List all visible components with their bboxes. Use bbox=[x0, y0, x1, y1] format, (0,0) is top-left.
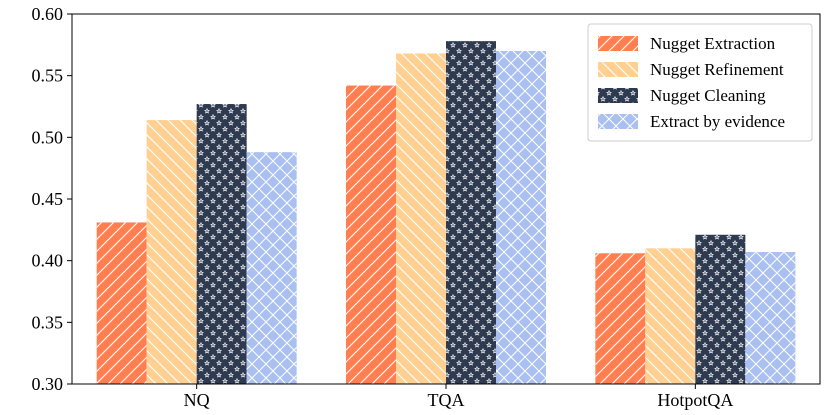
bar-nugget-cleaning-nq bbox=[196, 104, 247, 385]
legend-item-extract-by-evidence: Extract by evidence bbox=[598, 112, 785, 131]
y-tick-label: 0.60 bbox=[32, 4, 64, 24]
x-tick-label-hotpotqa: HotpotQA bbox=[657, 390, 733, 410]
bar-hatch bbox=[496, 51, 546, 384]
bar-hatch bbox=[96, 222, 147, 384]
legend-swatch-hatch bbox=[598, 36, 638, 51]
bar-extract-by-evidence-nq bbox=[246, 152, 297, 384]
bar-hatch bbox=[595, 253, 646, 384]
bar-nugget-extraction-hotpotqa bbox=[595, 253, 646, 384]
bar-hatch bbox=[695, 234, 746, 384]
bar-hatch bbox=[446, 41, 496, 385]
x-tick-label-tqa: TQA bbox=[428, 390, 465, 410]
bar-nugget-refinement-hotpotqa bbox=[645, 248, 696, 384]
bars-group bbox=[96, 41, 796, 385]
y-tick-label: 0.35 bbox=[32, 312, 64, 332]
legend-box bbox=[587, 23, 813, 142]
legend-swatch-hatch bbox=[598, 114, 638, 129]
legend-swatch-hatch bbox=[598, 88, 638, 103]
y-axis: 0.30 0.35 0.40 0.45 0.50 0.55 0.60 bbox=[32, 4, 72, 394]
bar-nugget-refinement-tqa bbox=[396, 53, 446, 384]
bar-nugget-cleaning-hotpotqa bbox=[695, 234, 746, 384]
bar-extract-by-evidence-tqa bbox=[496, 51, 546, 384]
legend-label: Extract by evidence bbox=[650, 112, 785, 131]
x-tick-label-nq: NQ bbox=[184, 390, 210, 410]
bar-nugget-refinement-nq bbox=[146, 120, 197, 385]
bar-nugget-extraction-nq bbox=[96, 222, 147, 384]
y-tick-label: 0.55 bbox=[32, 66, 64, 86]
bar-hatch bbox=[346, 85, 396, 385]
x-axis: NQ TQA HotpotQA bbox=[184, 384, 733, 410]
bar-hatch bbox=[745, 252, 796, 384]
bar-extract-by-evidence-hotpotqa bbox=[745, 252, 796, 384]
legend-swatch-hatch bbox=[598, 62, 638, 77]
legend-label: Nugget Extraction bbox=[650, 34, 776, 53]
bar-nugget-extraction-tqa bbox=[346, 85, 396, 385]
legend-label: Nugget Cleaning bbox=[650, 86, 766, 105]
bar-hatch bbox=[146, 120, 197, 385]
y-tick-label: 0.45 bbox=[32, 189, 64, 209]
bar-hatch bbox=[645, 248, 696, 384]
legend: Nugget Extraction Nugget Refinement Nugget… bbox=[587, 23, 813, 142]
y-tick-label: 0.50 bbox=[32, 127, 64, 147]
bar-hatch bbox=[396, 53, 446, 384]
legend-label: Nugget Refinement bbox=[650, 60, 784, 79]
bar-nugget-cleaning-tqa bbox=[446, 41, 496, 385]
bar-hatch bbox=[196, 104, 247, 385]
y-tick-label: 0.40 bbox=[32, 251, 64, 271]
bar-hatch bbox=[246, 152, 297, 384]
legend-item-nugget-refinement: Nugget Refinement bbox=[598, 60, 784, 79]
legend-item-nugget-cleaning: Nugget Cleaning bbox=[598, 86, 766, 105]
y-tick-label: 0.30 bbox=[32, 374, 64, 394]
legend-item-nugget-extraction: Nugget Extraction bbox=[598, 34, 776, 53]
